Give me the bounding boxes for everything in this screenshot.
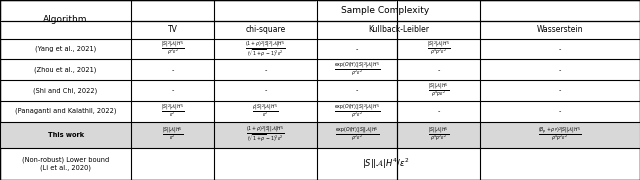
Text: Algorithm: Algorithm: [44, 15, 88, 24]
Text: $\frac{\exp(O(H))|S||\mathcal{A}|H^5}{\rho^2\varepsilon^2}$: $\frac{\exp(O(H))|S||\mathcal{A}|H^5}{\r…: [335, 125, 379, 144]
Bar: [0, 122, 640, 148]
Text: -: -: [559, 108, 561, 114]
Text: Wasserstein: Wasserstein: [537, 25, 583, 34]
Text: Sample Complexity: Sample Complexity: [342, 6, 429, 15]
Text: $\frac{\exp(O(H))|S|^2|\mathcal{A}|H^5}{\rho^2\varepsilon^2}$: $\frac{\exp(O(H))|S|^2|\mathcal{A}|H^5}{…: [333, 102, 380, 120]
Text: $\frac{(B_p+\rho^p)^2|S||\mathcal{A}|H^5}{\rho^4 p^2\varepsilon^2}$: $\frac{(B_p+\rho^p)^2|S||\mathcal{A}|H^5…: [538, 125, 582, 144]
Text: (Shi and Chi, 2022): (Shi and Chi, 2022): [33, 87, 98, 94]
Text: $\frac{|S|^2|\mathcal{A}|H^5}{\rho^2\varepsilon^2}$: $\frac{|S|^2|\mathcal{A}|H^5}{\rho^2\var…: [161, 40, 184, 58]
Text: $\frac{(1+\rho)^2|S|^2|\mathcal{A}|H^5}{(\sqrt{1+\rho}-1)^2\varepsilon^2}$: $\frac{(1+\rho)^2|S|^2|\mathcal{A}|H^5}{…: [245, 39, 286, 59]
Text: $\frac{\exp(O(H))|S|^2|\mathcal{A}|H^5}{\rho^2\varepsilon^2}$: $\frac{\exp(O(H))|S|^2|\mathcal{A}|H^5}{…: [333, 60, 380, 79]
Text: (Non-robust) Lower bound
(Li et al., 2020): (Non-robust) Lower bound (Li et al., 202…: [22, 157, 109, 171]
Text: $\frac{(1+\rho)^2|S||\mathcal{A}|H^5}{(\sqrt{1+\rho}-1)^2\varepsilon^2}$: $\frac{(1+\rho)^2|S||\mathcal{A}|H^5}{(\…: [246, 125, 285, 144]
Text: $\frac{|S||\mathcal{A}|H^5}{\rho^4 p\varepsilon^2}$: $\frac{|S||\mathcal{A}|H^5}{\rho^4 p\var…: [428, 81, 449, 100]
Text: $\frac{|S||\mathcal{A}|H^5}{\varepsilon^2}$: $\frac{|S||\mathcal{A}|H^5}{\varepsilon^…: [162, 126, 184, 143]
Text: -: -: [264, 87, 267, 93]
Text: (Yang et al., 2021): (Yang et al., 2021): [35, 46, 96, 52]
Text: -: -: [172, 67, 174, 73]
Text: $\frac{|S||\mathcal{A}|H^5}{\rho^4 p^2\varepsilon^2}$: $\frac{|S||\mathcal{A}|H^5}{\rho^4 p^2\v…: [428, 125, 449, 144]
Text: $\frac{\rho|S|^2|\mathcal{A}|H^5}{\varepsilon^2}$: $\frac{\rho|S|^2|\mathcal{A}|H^5}{\varep…: [252, 102, 279, 120]
Text: This work: This work: [47, 132, 84, 138]
Text: $\frac{|S|^2|\mathcal{A}|H^5}{\rho^4 p^2\varepsilon^2}$: $\frac{|S|^2|\mathcal{A}|H^5}{\rho^4 p^2…: [427, 40, 450, 58]
Text: -: -: [356, 87, 358, 93]
Text: TV: TV: [168, 25, 178, 34]
Text: -: -: [172, 87, 174, 93]
Text: $|S||\mathcal{A}|H^4/\varepsilon^2$: $|S||\mathcal{A}|H^4/\varepsilon^2$: [362, 157, 410, 171]
Text: -: -: [559, 87, 561, 93]
Text: -: -: [559, 46, 561, 52]
Text: Kullback-Leibler: Kullback-Leibler: [368, 25, 429, 34]
Text: (Panaganti and Kalathil, 2022): (Panaganti and Kalathil, 2022): [15, 108, 116, 114]
Text: chi-square: chi-square: [246, 25, 285, 34]
Text: -: -: [437, 67, 440, 73]
Text: -: -: [437, 108, 440, 114]
Text: -: -: [264, 67, 267, 73]
Text: -: -: [356, 46, 358, 52]
Text: (Zhou et al., 2021): (Zhou et al., 2021): [35, 66, 97, 73]
Text: $\frac{|S|^2|\mathcal{A}|H^5}{\varepsilon^2}$: $\frac{|S|^2|\mathcal{A}|H^5}{\varepsilo…: [161, 102, 184, 120]
Text: -: -: [559, 67, 561, 73]
